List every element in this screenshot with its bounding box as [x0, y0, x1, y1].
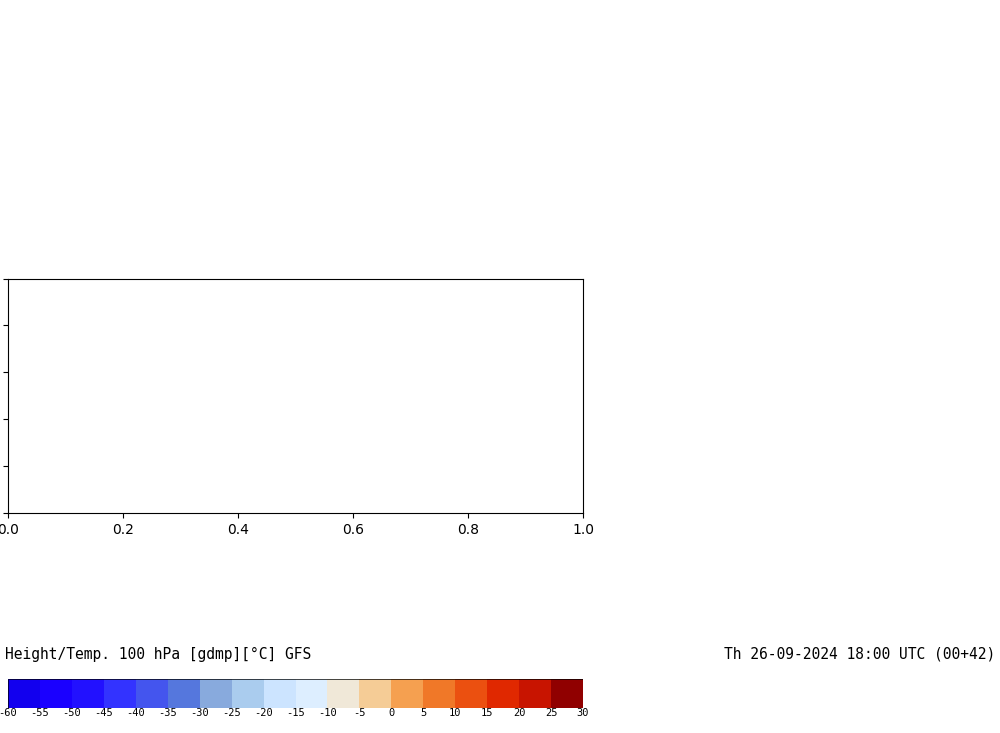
Bar	[136, 679, 168, 708]
Bar	[40, 679, 72, 708]
Text: -30: -30	[190, 708, 209, 718]
Bar	[168, 679, 200, 708]
Bar	[200, 679, 232, 708]
Text: -25: -25	[222, 708, 241, 718]
Text: -50: -50	[63, 708, 81, 718]
Bar	[423, 679, 455, 708]
Text: 15: 15	[481, 708, 493, 718]
Bar	[519, 679, 551, 708]
Bar	[232, 679, 264, 708]
Bar	[327, 679, 359, 708]
Text: -10: -10	[318, 708, 337, 718]
Bar	[104, 679, 136, 708]
Bar	[264, 679, 296, 708]
Text: 30: 30	[577, 708, 589, 718]
Text: 5: 5	[420, 708, 426, 718]
Text: 10: 10	[449, 708, 461, 718]
Text: -15: -15	[286, 708, 305, 718]
Text: -60: -60	[0, 708, 17, 718]
Text: -20: -20	[254, 708, 273, 718]
Bar	[72, 679, 104, 708]
Text: -45: -45	[94, 708, 113, 718]
Text: 20: 20	[513, 708, 525, 718]
Text: -35: -35	[158, 708, 177, 718]
Text: Th 26-09-2024 18:00 UTC (00+42): Th 26-09-2024 18:00 UTC (00+42)	[724, 647, 995, 662]
Bar	[487, 679, 519, 708]
Text: -40: -40	[126, 708, 145, 718]
Text: Height/Temp. 100 hPa [gdmp][°C] GFS: Height/Temp. 100 hPa [gdmp][°C] GFS	[5, 647, 311, 662]
Bar	[551, 679, 583, 708]
Text: 25: 25	[545, 708, 557, 718]
Text: -5: -5	[353, 708, 366, 718]
Bar	[8, 679, 40, 708]
Text: 0: 0	[388, 708, 394, 718]
Bar	[296, 679, 327, 708]
Text: -55: -55	[31, 708, 49, 718]
Bar	[359, 679, 391, 708]
Bar	[391, 679, 423, 708]
Bar	[455, 679, 487, 708]
